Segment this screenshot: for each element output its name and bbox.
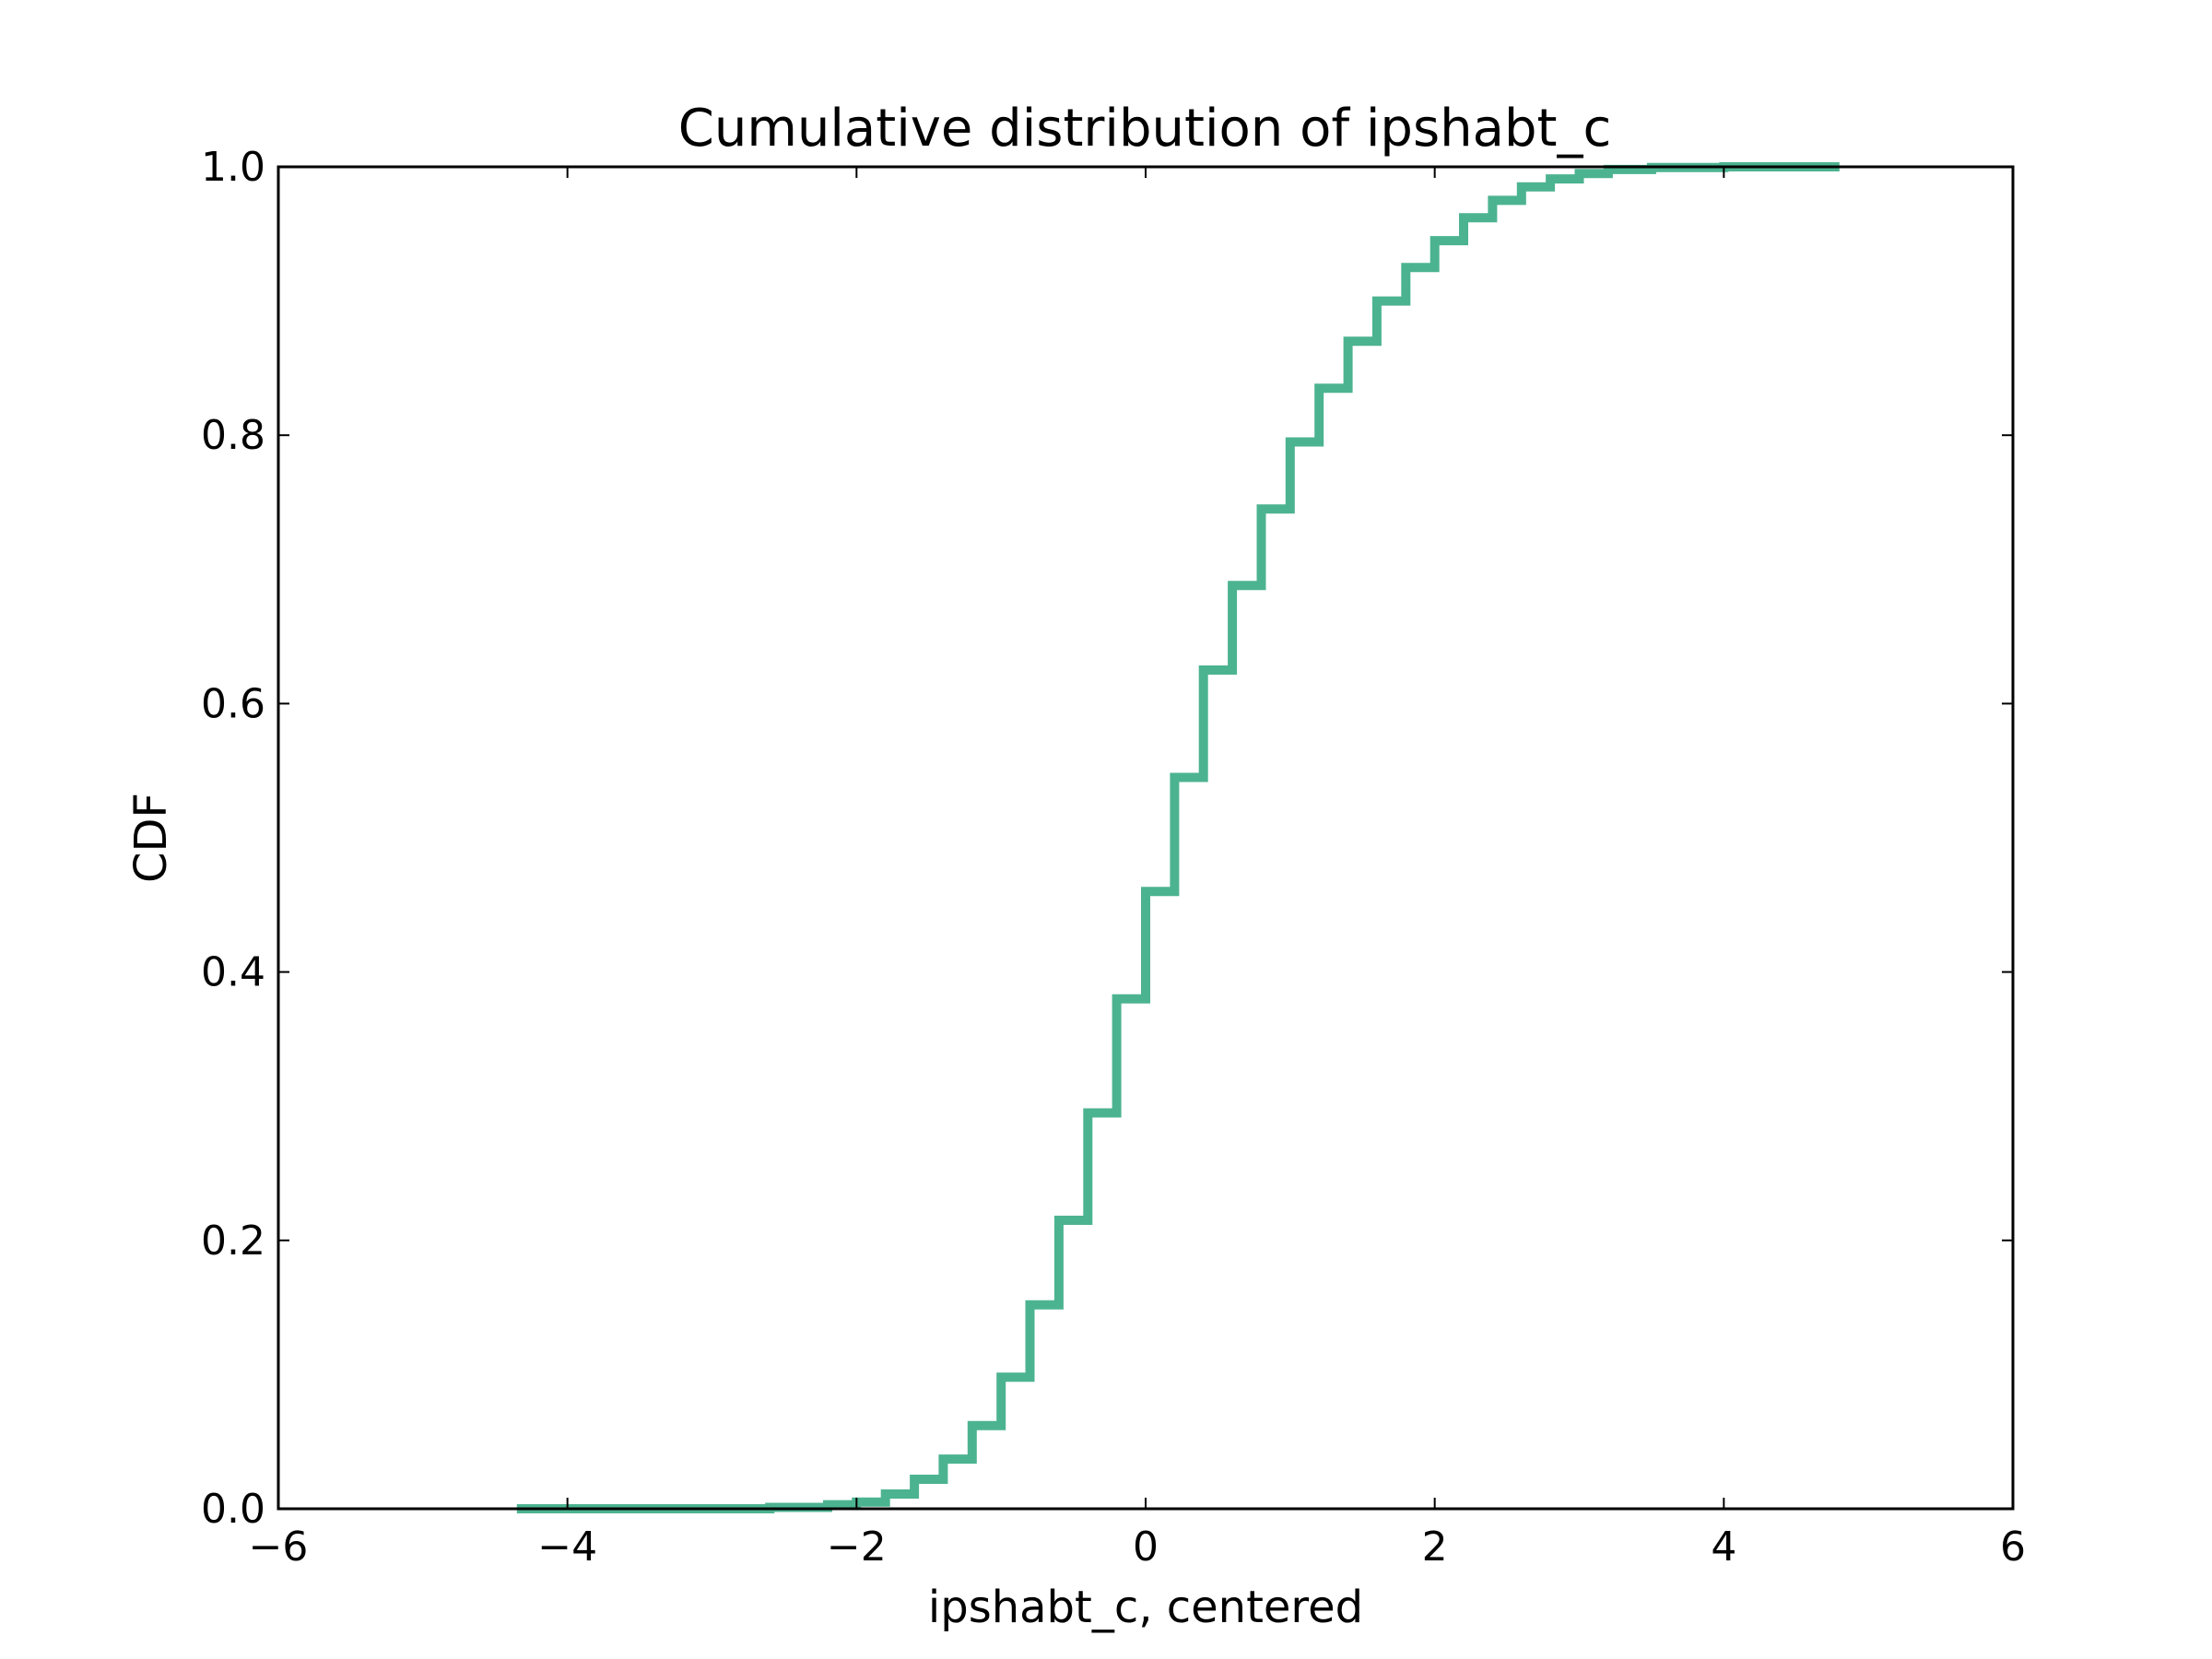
chart-title: Cumulative distribution of ipshabt_c [678, 99, 1612, 159]
x-axis-label: ipshabt_c, centered [928, 1582, 1363, 1633]
y-tick-label: 0.6 [201, 680, 265, 727]
x-tick-label: −2 [827, 1524, 887, 1571]
x-tick-label: 6 [2000, 1524, 2026, 1571]
x-tick-label: −4 [537, 1524, 597, 1571]
y-tick-label: 0.8 [201, 412, 265, 459]
y-tick-label: 0.0 [201, 1486, 265, 1533]
y-axis-label: CDF [125, 793, 177, 883]
x-tick-label: 2 [1422, 1524, 1448, 1571]
series-layer [516, 162, 1840, 1513]
y-tick-label: 0.4 [201, 949, 265, 996]
plot-area-frame [276, 165, 2015, 1511]
x-axis-ticks: −6 −4 −2 0 2 4 6 [249, 167, 2026, 1571]
y-axis-ticks: 0.0 0.2 0.4 0.6 0.8 1.0 [201, 144, 2013, 1533]
y-tick-label: 0.2 [201, 1218, 265, 1265]
x-tick-label: −6 [249, 1524, 309, 1571]
x-tick-label: 4 [1711, 1524, 1736, 1571]
cdf-series-line-0 [516, 162, 1840, 1513]
y-tick-label: 1.0 [201, 144, 265, 191]
x-tick-label: 0 [1133, 1524, 1159, 1571]
